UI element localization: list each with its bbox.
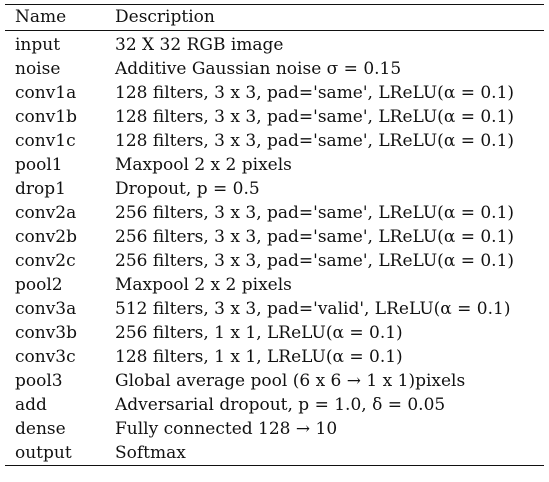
layer-description-cell: 512 filters, 3 x 3, pad='valid', LReLU(α… (115, 299, 511, 319)
layer-name-cell: conv1a (15, 83, 77, 103)
layer-name-cell: conv2a (15, 203, 77, 223)
layer-description-cell: Global average pool (6 x 6 → 1 x 1)pixel… (115, 371, 466, 391)
layer-name-cell: pool3 (15, 371, 63, 391)
table-row: conv1b 128 filters, 3 x 3, pad='same', LR… (5, 105, 544, 129)
layer-name-cell: conv1c (15, 131, 76, 151)
table-row: conv3b 256 filters, 1 x 1, LReLU(α = 0.1) (5, 321, 544, 345)
table-row: noise Additive Gaussian noise σ = 0.15 (5, 57, 544, 81)
layer-name-cell: conv2c (15, 251, 76, 271)
layer-name-cell: pool1 (15, 155, 63, 175)
layer-description-cell: 32 X 32 RGB image (115, 35, 284, 55)
layer-name-cell: noise (15, 59, 61, 79)
table-row: conv1c 128 filters, 3 x 3, pad='same', LR… (5, 129, 544, 153)
table-row: pool1 Maxpool 2 x 2 pixels (5, 153, 544, 177)
layer-description-cell: Maxpool 2 x 2 pixels (115, 275, 292, 295)
header-description: Description (115, 7, 215, 27)
table-header: Name Description (5, 4, 544, 31)
layer-name-cell: conv3a (15, 299, 77, 319)
layer-description-cell: Dropout, p = 0.5 (115, 179, 260, 199)
layer-description-cell: Maxpool 2 x 2 pixels (115, 155, 292, 175)
table-row: conv1a 128 filters, 3 x 3, pad='same', LR… (5, 81, 544, 105)
table-row: conv2a 256 filters, 3 x 3, pad='same', LR… (5, 201, 544, 225)
header-name: Name (15, 7, 67, 27)
layer-name-cell: conv1b (15, 107, 78, 127)
layer-description-cell: 256 filters, 3 x 3, pad='same', LReLU(α … (115, 251, 515, 271)
layer-name-cell: conv2b (15, 227, 78, 247)
layer-name-cell: input (15, 35, 61, 55)
layer-name-cell: dense (15, 419, 66, 439)
table-row: add Adversarial dropout, p = 1.0, δ = 0.0… (5, 393, 544, 417)
layer-description-cell: 256 filters, 3 x 3, pad='same', LReLU(α … (115, 227, 515, 247)
table-row: drop1 Dropout, p = 0.5 (5, 177, 544, 201)
table-row: conv2c 256 filters, 3 x 3, pad='same', LR… (5, 249, 544, 273)
layer-description-cell: 128 filters, 3 x 3, pad='same', LReLU(α … (115, 131, 515, 151)
layer-name-cell: output (15, 443, 72, 463)
table-row: conv2b 256 filters, 3 x 3, pad='same', LR… (5, 225, 544, 249)
layer-name-cell: conv3b (15, 323, 78, 343)
table-row: conv3c 128 filters, 1 x 1, LReLU(α = 0.1) (5, 345, 544, 369)
table-row: pool3 Global average pool (6 x 6 → 1 x 1)… (5, 369, 544, 393)
layer-description-cell: 128 filters, 3 x 3, pad='same', LReLU(α … (115, 107, 515, 127)
layer-description-cell: 256 filters, 1 x 1, LReLU(α = 0.1) (115, 323, 403, 343)
table-row: pool2 Maxpool 2 x 2 pixels (5, 273, 544, 297)
architecture-table: Name Description input 32 X 32 RGB image n… (5, 4, 544, 466)
layer-name-cell: drop1 (15, 179, 66, 199)
layer-description-cell: 256 filters, 3 x 3, pad='same', LReLU(α … (115, 203, 515, 223)
layer-description-cell: Additive Gaussian noise σ = 0.15 (115, 59, 402, 79)
table-row: input 32 X 32 RGB image (5, 31, 544, 58)
layer-description-cell: 128 filters, 3 x 3, pad='same', LReLU(α … (115, 83, 515, 103)
layer-description-cell: 128 filters, 1 x 1, LReLU(α = 0.1) (115, 347, 403, 367)
layer-name-cell: pool2 (15, 275, 63, 295)
layer-description-cell: Fully connected 128 → 10 (115, 419, 338, 439)
layer-description-cell: Adversarial dropout, p = 1.0, δ = 0.05 (115, 395, 446, 415)
table-row: conv3a 512 filters, 3 x 3, pad='valid', L… (5, 297, 544, 321)
architecture-table-container: Name Description input 32 X 32 RGB image n… (5, 4, 544, 466)
table-body: input 32 X 32 RGB image noise Additive Gaus… (5, 31, 544, 466)
header-row: Name Description (5, 4, 544, 31)
table-row: dense Fully connected 128 → 10 (5, 417, 544, 441)
layer-name-cell: conv3c (15, 347, 76, 367)
layer-name-cell: add (15, 395, 47, 415)
table-row: output Softmax (5, 441, 544, 466)
layer-description-cell: Softmax (115, 443, 186, 463)
